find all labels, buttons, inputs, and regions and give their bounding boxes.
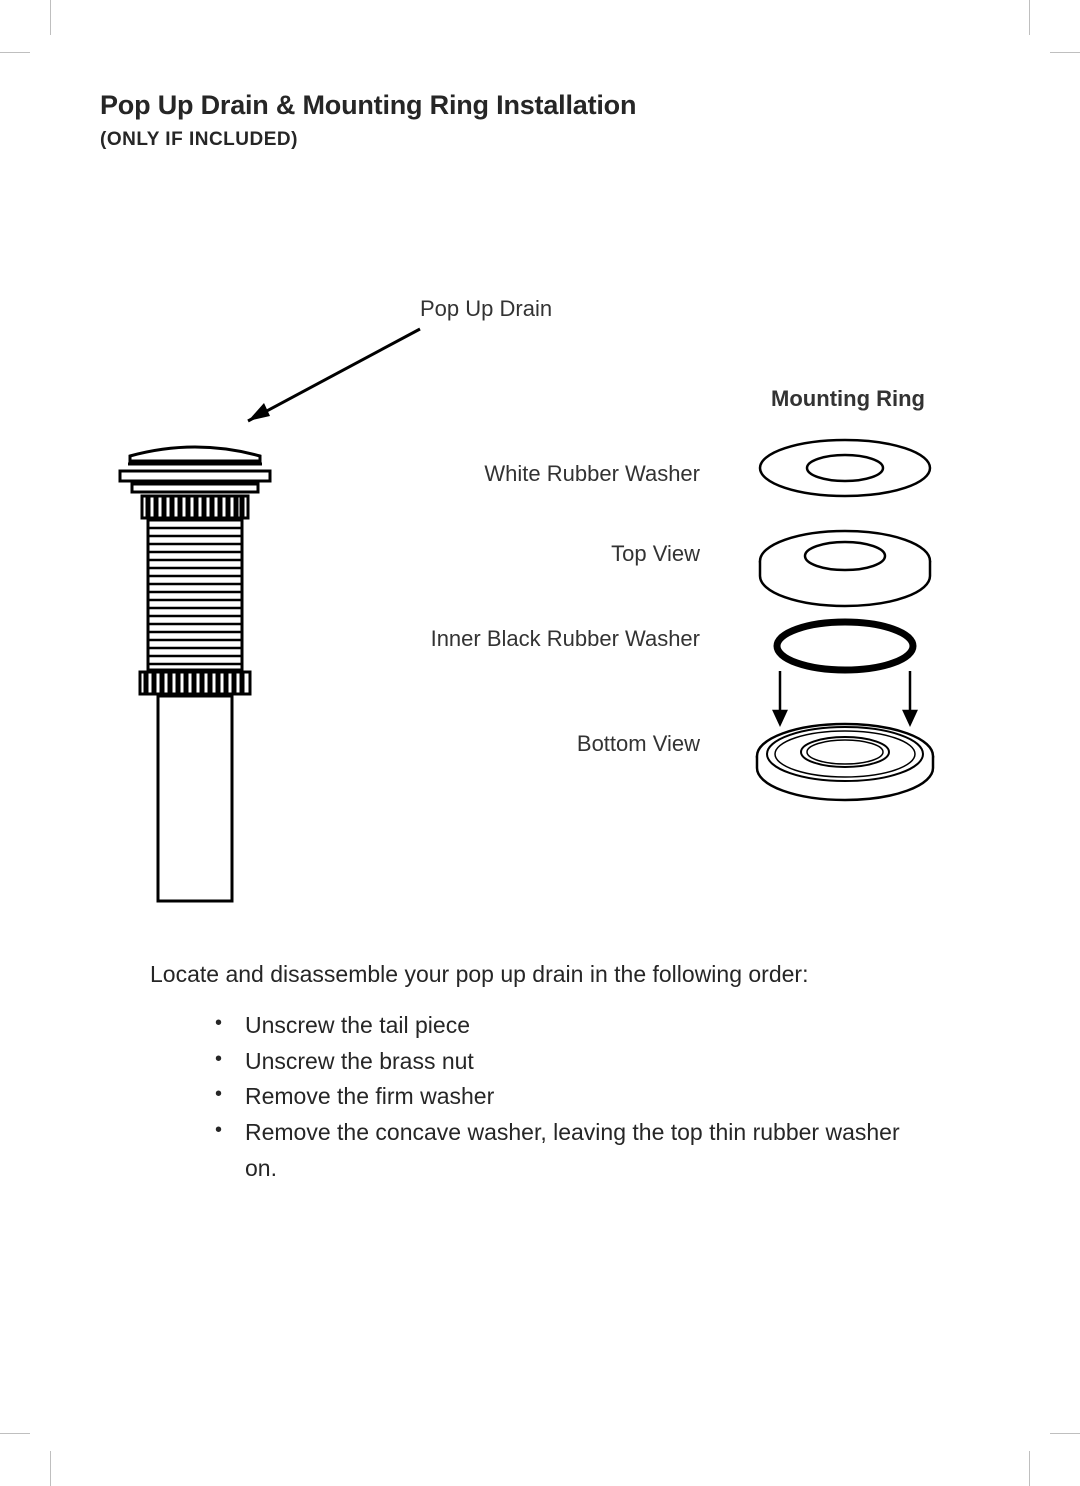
crop-mark [0,1433,30,1434]
crop-mark [1050,1433,1080,1434]
instructions-list: Unscrew the tail piece Unscrew the brass… [150,1008,930,1186]
page-title: Pop Up Drain & Mounting Ring Installatio… [100,90,980,121]
crop-mark [1050,52,1080,53]
diagram-area: Pop Up Drain [100,191,980,891]
crop-mark [50,0,51,35]
page-subtitle: (ONLY IF INCLUDED) [100,129,980,151]
pop-up-drain-icon [110,436,280,916]
mounting-ring-icon [745,436,945,806]
label-bottom-view: Bottom View [577,731,700,757]
instructions-lead: Locate and disassemble your pop up drain… [150,961,930,988]
list-item: Unscrew the brass nut [150,1044,930,1080]
label-top-view: Top View [611,541,700,567]
label-mounting-ring: Mounting Ring [771,386,925,412]
instructions: Locate and disassemble your pop up drain… [100,961,980,1186]
crop-mark [1029,0,1030,35]
label-inner-black-rubber-washer: Inner Black Rubber Washer [431,626,700,652]
list-item: Remove the concave washer, leaving the t… [150,1115,930,1186]
crop-mark [0,52,30,53]
crop-mark [1029,1451,1030,1486]
page-content: Pop Up Drain & Mounting Ring Installatio… [100,90,980,1186]
list-item: Unscrew the tail piece [150,1008,930,1044]
crop-mark [50,1451,51,1486]
arrow-to-drain [230,321,430,436]
label-pop-up-drain: Pop Up Drain [420,296,552,322]
list-item: Remove the firm washer [150,1079,930,1115]
label-white-rubber-washer: White Rubber Washer [484,461,700,487]
